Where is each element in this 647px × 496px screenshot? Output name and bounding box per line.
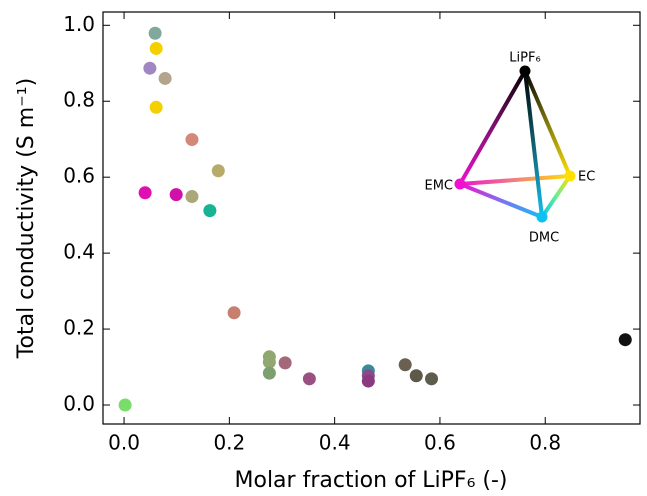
edge [540,174,572,219]
x-tick-label: 0.0 [108,431,140,455]
point [618,333,632,347]
inset-label: EMC [424,179,453,194]
y-tick-label: 0.2 [63,316,95,340]
x-axis-label: Molar fraction of LiPF₆ (-) [235,468,508,493]
point [211,164,225,178]
vertex [519,65,531,77]
point [149,100,163,114]
point [262,355,276,369]
y-tick-label: 0.0 [63,392,95,416]
x-tick-label: 0.2 [213,431,245,455]
point [158,71,172,85]
point [262,366,276,380]
inset-label: LiPF₆ [509,51,540,66]
vertex [564,170,576,182]
point [361,374,375,388]
plot-frame [102,11,641,425]
vertex [536,211,548,223]
x-tick-label: 0.4 [319,431,351,455]
point [227,306,241,320]
edge [458,182,544,219]
edge [458,69,527,186]
point [398,358,412,372]
x-tick-label: 0.6 [424,431,456,455]
point [143,61,157,75]
inset-label: EC [578,170,595,185]
point [185,133,199,147]
y-axis-label: Total conductivity (S m⁻¹) [14,78,39,359]
x-tick-label: 0.8 [529,431,561,455]
inset-tetrahedron [454,65,576,223]
point [138,186,152,200]
edge [523,69,544,219]
y-tick-label: 0.8 [63,88,95,112]
point [302,372,316,386]
y-tick-label: 1.0 [63,12,95,36]
edge [523,69,572,178]
point [118,398,132,412]
y-tick-label: 0.6 [63,164,95,188]
point [169,188,183,202]
point [149,41,163,55]
point [425,372,439,386]
point [203,204,217,218]
edge [458,174,572,186]
y-tick-label: 0.4 [63,240,95,264]
point [185,190,199,204]
point [409,369,423,383]
point [278,356,292,370]
vertex [454,178,466,190]
inset-label: DMC [529,231,559,246]
point [148,26,162,40]
